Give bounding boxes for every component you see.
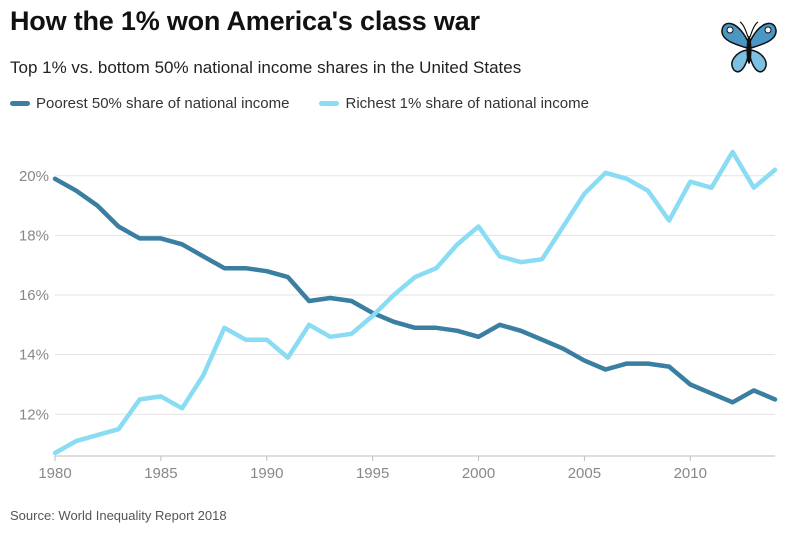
y-tick-label: 18%: [19, 227, 49, 244]
x-tick-label: 2000: [462, 465, 495, 480]
x-tick-label: 2005: [568, 465, 601, 480]
line-chart: 12% 14% 16% 18% 20% 1980 1985 1990 1995 2000 2005 2…: [19, 149, 778, 480]
legend-label-poorest: Poorest 50% share of national income: [36, 95, 290, 112]
legend: Poorest 50% share of national income Ric…: [10, 95, 619, 112]
x-tick-label: 2010: [674, 465, 707, 480]
legend-label-richest: Richest 1% share of national income: [345, 95, 589, 112]
source-note: Source: World Inequality Report 2018: [10, 508, 227, 523]
y-tick-label: 20%: [19, 168, 49, 185]
legend-item-richest: Richest 1% share of national income: [319, 95, 589, 112]
x-tick-label: 1980: [38, 465, 71, 480]
x-tick-label: 1995: [356, 465, 389, 480]
series-line-poorest-50: [52, 176, 778, 405]
butterfly-icon: [721, 21, 777, 73]
y-tick-label: 16%: [19, 287, 49, 304]
chart-subtitle: Top 1% vs. bottom 50% national income sh…: [10, 58, 522, 77]
legend-item-poorest: Poorest 50% share of national income: [10, 95, 289, 112]
series-line-richest-1: [52, 149, 778, 456]
y-tick-label: 14%: [19, 347, 49, 364]
chart-title: How the 1% won America's class war: [10, 6, 480, 36]
x-tick-label: 1985: [144, 465, 177, 480]
legend-swatch-poorest: [10, 101, 30, 106]
y-tick-label: 12%: [19, 406, 49, 423]
legend-swatch-richest: [319, 101, 340, 106]
x-tick-label: 1990: [250, 465, 283, 480]
